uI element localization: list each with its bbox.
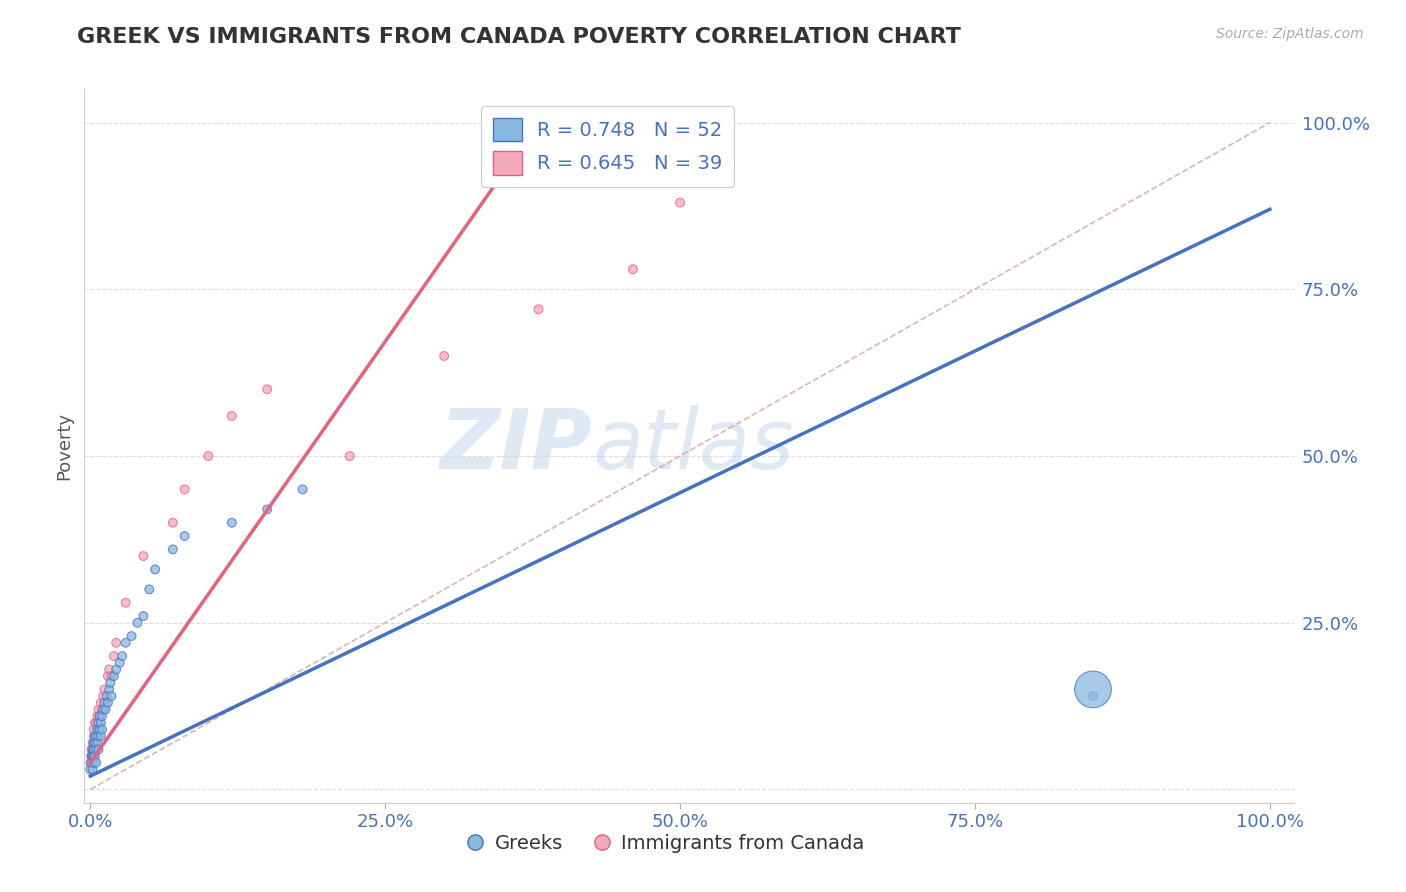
Point (86, 736, 108, 750)
Point (89, 709, 111, 723)
Point (96, 689, 118, 703)
Point (82, 749, 104, 764)
Legend: Greeks, Immigrants from Canada: Greeks, Immigrants from Canada (457, 826, 872, 861)
Point (143, 562, 166, 576)
Point (79, 756, 101, 770)
Point (82, 763, 104, 777)
Point (97, 669, 120, 683)
Point (173, 483, 195, 497)
Point (86, 709, 108, 723)
Point (87, 715, 110, 730)
Point (1081, 682, 1104, 697)
Point (256, 382, 278, 396)
Point (84, 715, 107, 730)
Point (84, 736, 107, 750)
Point (83, 749, 105, 764)
Point (132, 549, 155, 563)
Point (91, 689, 114, 703)
Point (138, 582, 160, 597)
Point (173, 529, 195, 543)
Point (221, 516, 243, 530)
Point (84, 729, 107, 743)
Point (80, 749, 103, 764)
Point (114, 636, 136, 650)
Point (100, 689, 122, 703)
Point (79, 763, 101, 777)
Point (103, 649, 125, 664)
Point (84, 729, 107, 743)
Point (105, 636, 128, 650)
Point (221, 409, 243, 423)
Point (80, 756, 103, 770)
Point (100, 669, 122, 683)
Text: atlas: atlas (592, 406, 794, 486)
Point (94, 696, 117, 710)
Point (91, 709, 114, 723)
Point (132, 609, 155, 624)
Text: Source: ZipAtlas.com: Source: ZipAtlas.com (1216, 27, 1364, 41)
Text: GREEK VS IMMIGRANTS FROM CANADA POVERTY CORRELATION CHART: GREEK VS IMMIGRANTS FROM CANADA POVERTY … (77, 27, 962, 46)
Point (87, 715, 110, 730)
Point (83, 742, 105, 756)
Point (83, 756, 105, 770)
Point (197, 449, 219, 463)
Point (82, 736, 104, 750)
Point (98, 675, 121, 690)
Point (291, 483, 314, 497)
Point (87, 742, 110, 756)
Y-axis label: Poverty: Poverty (55, 412, 73, 480)
Point (82, 742, 104, 756)
Point (83, 742, 105, 756)
Point (86, 723, 108, 737)
Point (527, 302, 550, 317)
Point (162, 516, 184, 530)
Point (83, 736, 105, 750)
Point (89, 723, 111, 737)
Point (1081, 689, 1104, 703)
Point (105, 662, 128, 676)
Point (98, 662, 121, 676)
Point (93, 682, 115, 697)
Point (80, 742, 103, 756)
Point (98, 682, 121, 697)
Point (87, 702, 110, 716)
Point (91, 702, 114, 716)
Point (86, 723, 108, 737)
Point (91, 702, 114, 716)
Point (84, 736, 107, 750)
Point (162, 542, 184, 557)
Text: ZIP: ZIP (440, 406, 592, 486)
Point (89, 709, 111, 723)
Point (108, 656, 131, 670)
Point (84, 756, 107, 770)
Point (93, 696, 115, 710)
Point (669, 195, 692, 210)
Point (114, 596, 136, 610)
Point (90, 696, 112, 710)
Point (91, 723, 114, 737)
Point (339, 449, 361, 463)
Point (127, 615, 149, 630)
Point (83, 723, 105, 737)
Point (84, 729, 107, 743)
Point (111, 649, 134, 664)
Point (87, 729, 110, 743)
Point (94, 702, 117, 716)
Point (621, 262, 644, 277)
Point (82, 749, 104, 764)
Point (80, 749, 103, 764)
Point (103, 669, 125, 683)
Point (97, 696, 120, 710)
Point (84, 742, 107, 756)
Point (256, 502, 278, 516)
Point (433, 349, 456, 363)
Point (90, 729, 112, 743)
Point (121, 629, 143, 643)
Point (84, 715, 107, 730)
Point (90, 715, 112, 730)
Point (83, 729, 105, 743)
Point (84, 749, 107, 764)
